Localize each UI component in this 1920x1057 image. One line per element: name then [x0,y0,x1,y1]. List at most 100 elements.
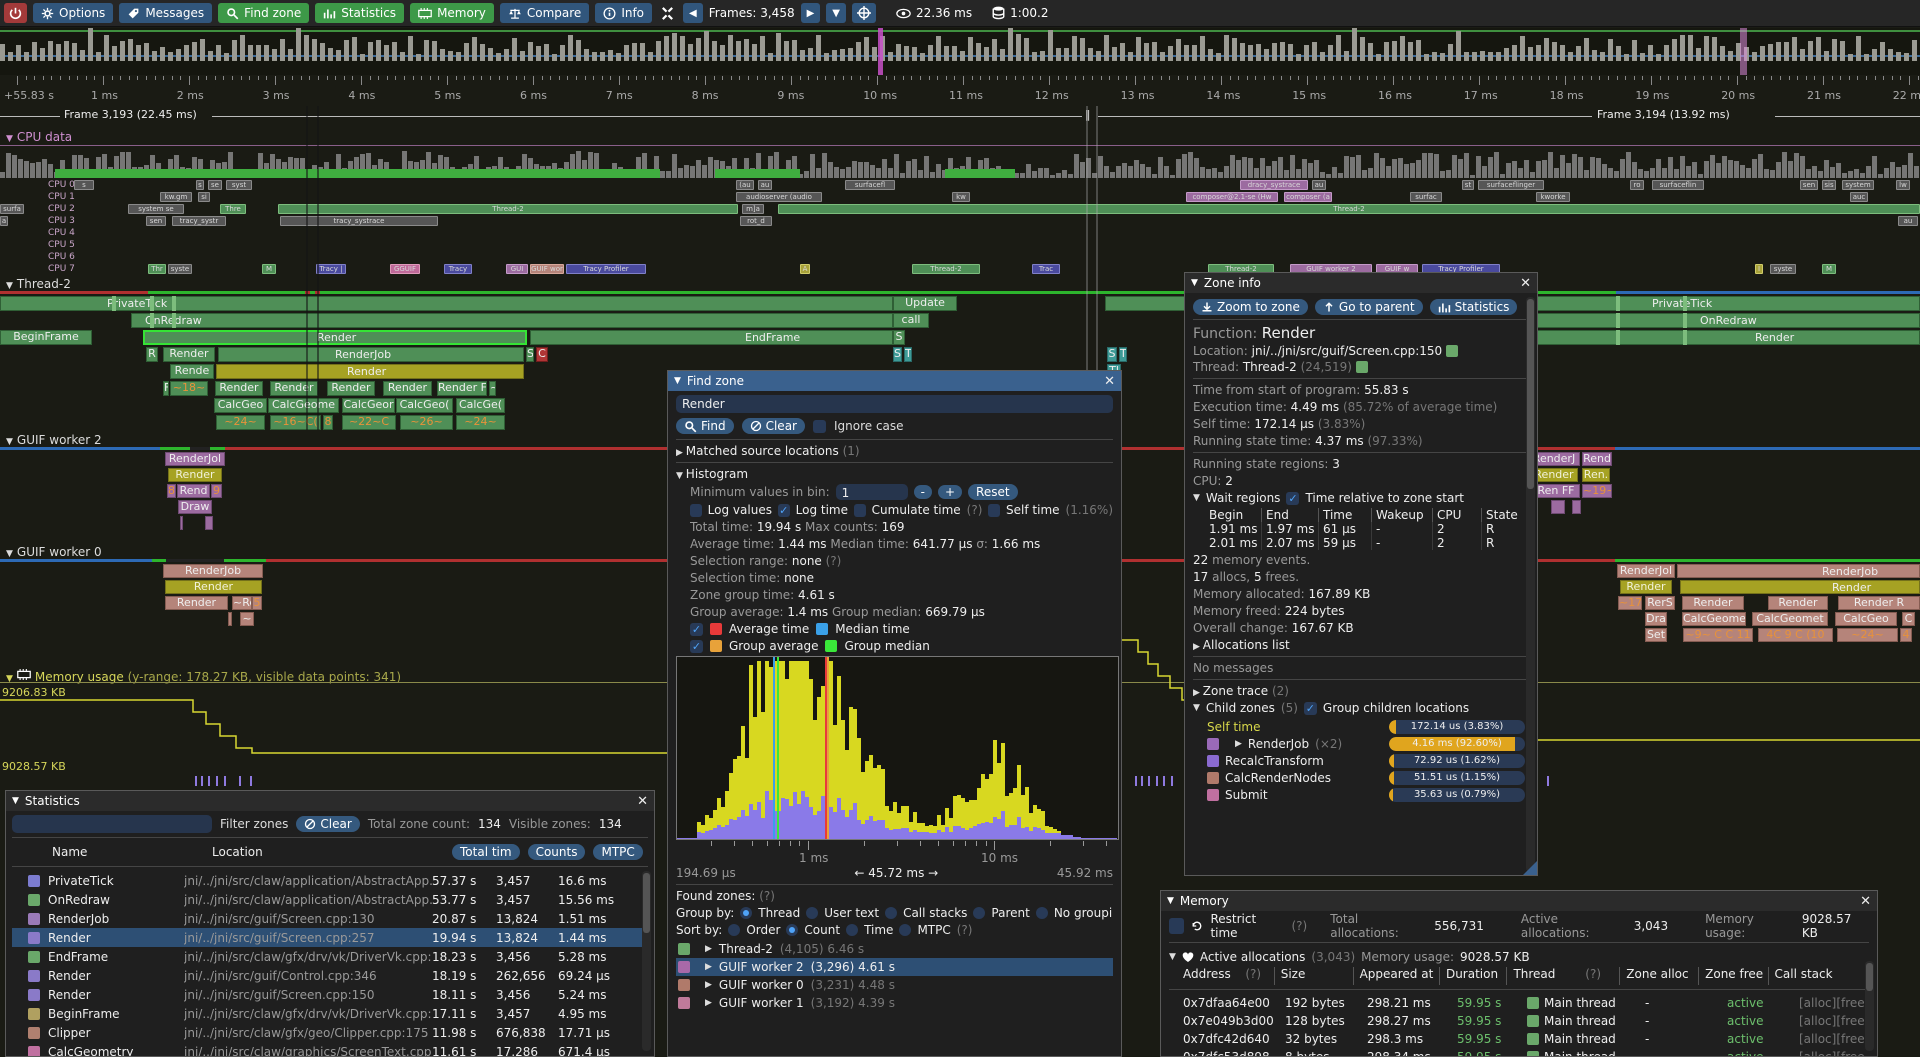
found-thread-row[interactable]: ▶ GUIF worker 2 (3,296) 4.61 s [676,958,1113,976]
zone[interactable]: T [1119,347,1127,362]
zone[interactable]: Render [163,347,215,362]
frames-down-button[interactable]: ▼ [826,3,846,23]
zone[interactable] [216,364,524,379]
zone[interactable]: ~19~ [1582,484,1612,498]
zone[interactable]: CalcGeo( [396,398,453,413]
cpu-zone-chip[interactable]: surfa [0,204,24,214]
cpu-zone-chip[interactable]: m]a [742,204,764,214]
thread-section-header[interactable]: ▼ GUIF worker 2 [6,433,102,447]
zone[interactable]: 8 [323,415,333,430]
go-to-parent-button[interactable]: Go to parent [1314,299,1423,315]
sort-by-radio[interactable] [728,924,741,936]
cpu-zone-chip[interactable]: lw [1896,180,1910,190]
zone[interactable]: Draw [178,500,212,514]
zone-trace-row[interactable]: ▶ Zone trace (2) [1193,684,1289,698]
cpu-zone-chip[interactable]: st [1462,180,1474,190]
zone[interactable]: ~24~ [216,415,265,430]
zone[interactable]: CalcGeor [342,398,395,413]
source-indicator[interactable] [1445,345,1458,357]
zone[interactable]: CalcGeome [1682,612,1746,626]
cpu-zone-chip[interactable]: tracy_systr [172,216,226,226]
statistics-row[interactable]: BeginFrame jni/../jni/src/claw/gfx/drv/vk… [12,1004,648,1023]
cpu-zone-chip[interactable]: sen [146,216,166,226]
allocation-row[interactable]: 0x7dfaa64e00 192 bytes 298.21 ms 59.95 s Mai… [1183,994,1869,1012]
bin-plus-button[interactable]: + [937,485,963,499]
cpu-zone-chip[interactable]: Thr [148,264,166,274]
bin-reset-button[interactable]: Reset [968,484,1018,500]
statistics-row[interactable]: Render jni/../jni/src/guif/Screen.cpp:150… [12,985,648,1004]
cpu-zone-chip[interactable]: tracy_systrace [280,216,438,226]
alloc-callstack-alloc[interactable]: [alloc] [1799,1014,1837,1028]
group-by-radio[interactable] [740,907,753,919]
zone[interactable]: 5 [252,596,262,610]
cpu-zone-chip[interactable]: syste [1770,264,1796,274]
cpu-zone-chip[interactable]: GGUIF [390,264,420,274]
wait-regions-header[interactable]: ▼ Wait regions ✓ Time relative to zone star… [1193,491,1464,505]
zone[interactable]: T [904,347,912,362]
child-zone-row[interactable]: CalcRenderNodes 51.51 us (1.15%) [1193,769,1529,786]
group-by-radio[interactable] [806,907,819,919]
zone[interactable]: Render [168,468,222,482]
zone-statistics-button[interactable]: Statistics [1429,299,1518,315]
frames-prev-button[interactable]: ◀ [683,3,703,23]
zone[interactable]: S [1107,347,1117,362]
zone[interactable] [530,330,893,345]
clear-button[interactable]: Clear [741,418,805,434]
cpu-zone-chip[interactable]: Tracy [444,264,472,274]
frames-next-button[interactable]: ▶ [800,3,821,23]
alloc-callstack-free[interactable]: [free [1836,1014,1865,1028]
zone[interactable]: ~9~ C C 11 [1683,628,1753,642]
find-zone-titlebar[interactable]: ▼ Find zone ✕ [668,371,1121,391]
close-icon[interactable]: ✕ [1860,893,1871,909]
group-by-radio[interactable] [1035,907,1048,919]
zone[interactable]: C [536,347,548,362]
zone[interactable]: F [163,381,169,396]
zone-info-titlebar[interactable]: ▼ Zone info ✕ [1185,273,1537,293]
close-icon[interactable]: ✕ [637,793,648,809]
cpu-zone-chip[interactable]: composer@2.1-se (Hw [1186,192,1278,202]
toolbar-button-options[interactable]: Options [33,3,114,23]
histogram-header-row[interactable]: ▼ Histogram [676,467,749,481]
sort-by-radio[interactable] [899,924,912,936]
zone[interactable]: ~16~C( [270,415,321,430]
cpu-zone-chip[interactable]: dracy_systrace [1240,180,1308,190]
alloc-callstack-alloc[interactable]: [alloc] [1799,1050,1837,1057]
zone[interactable]: R [146,347,158,362]
legend-checkbox[interactable]: ✓ [690,639,703,653]
cpu-zone-chip[interactable]: sen [1800,180,1818,190]
zone[interactable]: Rende [170,364,214,379]
group-by-radio[interactable] [973,907,986,919]
toolbar-button-find-zone[interactable]: Find zone [218,3,310,23]
filter-zones-input[interactable] [12,815,212,833]
cpu-zone-chip[interactable]: surfaceflin [1652,180,1704,190]
sort-by-radio[interactable] [846,924,859,936]
cpu-zone-chip[interactable]: composer (a [1284,192,1332,202]
zone[interactable]: CalcGe( [456,398,505,413]
zone-info-scrollbar[interactable] [1526,297,1535,872]
cpu-zone-chip[interactable]: Thread-2 [278,204,738,214]
zone[interactable]: CalcGeomet [1752,612,1828,626]
cpu-zone-chip[interactable]: GUI [506,264,528,274]
col-total-time-button[interactable]: Total tim [452,844,520,860]
zone[interactable]: ~ [489,381,496,396]
zone[interactable]: Render F [437,381,487,396]
cpu-zone-chip[interactable]: system [1842,180,1874,190]
zone[interactable]: RerS [1645,596,1675,610]
cpu-zone-chip[interactable]: A [800,264,810,274]
bin-minus-button[interactable]: - [913,485,932,499]
col-mtpc-button[interactable]: MTPC [593,844,643,860]
thread-indicator[interactable] [1355,361,1368,373]
zone[interactable]: ~Re [232,596,252,610]
zone[interactable]: Render [1530,468,1578,482]
zone[interactable]: 8 [167,484,176,498]
cpu-zone-chip[interactable]: Tracy | [316,264,346,274]
alloc-callstack-free[interactable]: [free [1836,1032,1865,1046]
cpu-zone-chip[interactable]: I [1755,264,1763,274]
alloc-callstack-alloc[interactable]: [alloc] [1799,1032,1837,1046]
cpu-zone-chip[interactable]: GUIF wor [530,264,564,274]
zone[interactable] [0,296,893,311]
window-memory[interactable]: ▼ Memory ✕ Restrict time (?) Total allocati… [1160,890,1878,1057]
sort-by-radio[interactable] [786,924,799,936]
cpu-zone-chip[interactable]: s [74,180,94,190]
zone[interactable]: Render [1768,596,1828,610]
